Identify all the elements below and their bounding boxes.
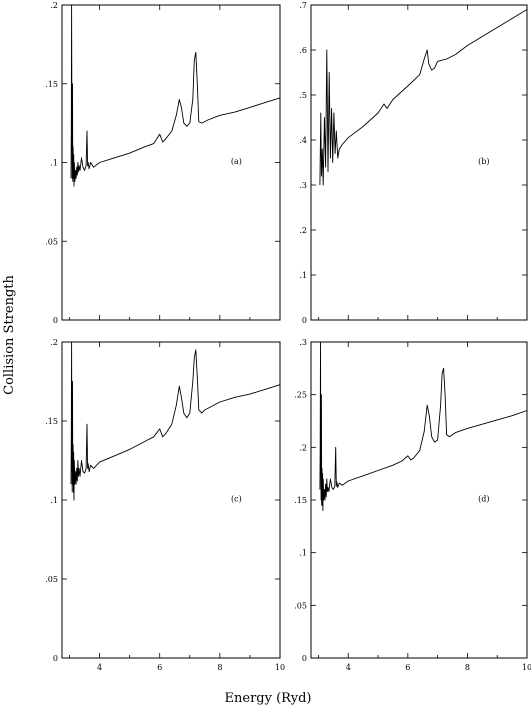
panel-d-ytick-label: .1 <box>299 549 307 558</box>
panel-d-ytick-label: 0 <box>302 654 307 663</box>
panel-c-xtick-label: 8 <box>217 663 222 672</box>
panel-d-xtick-label: 8 <box>465 663 470 672</box>
panel-a-ytick-label: .15 <box>45 80 58 89</box>
panel-d-label: (d) <box>478 495 489 504</box>
panel-b-ytick-label: .6 <box>299 46 307 55</box>
panel-a-ytick-label: .1 <box>50 159 58 168</box>
panel-b-ytick-label: 0 <box>302 316 307 325</box>
panel-a: 0 .05 .1 .15 .2 (a) <box>45 1 281 325</box>
y-axis-title: Collision Strength <box>2 275 17 395</box>
panel-c-ytick-label: .15 <box>45 417 58 426</box>
panel-c-series-line <box>70 341 281 501</box>
panel-a-ytick-label: 0 <box>53 316 58 325</box>
panel-a-ytick-label: .2 <box>50 1 58 10</box>
panel-d: 0 .05 .1 .15 .2 .25 .3 4 6 8 10 (d) <box>294 338 531 672</box>
panel-d-ytick-label: .05 <box>294 601 307 610</box>
panel-d-ytick-label: .15 <box>294 496 307 505</box>
panel-b-ytick-label: .1 <box>299 271 307 280</box>
panel-b-frame <box>310 4 528 321</box>
panel-b-ytick-label: .5 <box>299 91 307 100</box>
panel-c-ytick-label: .05 <box>45 575 58 584</box>
panel-a-label: (a) <box>231 157 242 166</box>
panel-c: 0 .05 .1 .15 .2 4 6 8 10 (c) <box>45 338 285 672</box>
panel-b-ytick-label: .7 <box>299 1 307 10</box>
panel-b-ytick-label: .4 <box>299 136 307 145</box>
panel-b-label: (b) <box>478 157 489 166</box>
panel-a-frame <box>61 4 281 321</box>
chart-panels: 0 .05 .1 .15 .2 (a) 0 .1 .2 .3 .4 .5 .6 .7 (b) 0 .05 .1 .1… <box>45 1 531 672</box>
panel-d-frame <box>310 341 528 659</box>
panel-b-series-line <box>319 9 528 186</box>
panel-c-xtick-label: 10 <box>275 663 285 672</box>
panel-b-ytick-label: .3 <box>299 181 307 190</box>
panel-b-ytick-label: .2 <box>299 226 307 235</box>
panel-c-ytick-label: .1 <box>50 496 58 505</box>
panel-c-xtick-label: 6 <box>157 663 162 672</box>
x-axis-title: Energy (Ryd) <box>225 691 312 706</box>
panel-d-xtick-label: 4 <box>346 663 351 672</box>
panel-d-xtick-label: 6 <box>405 663 410 672</box>
panel-c-frame <box>61 341 281 659</box>
panel-c-label: (c) <box>231 495 242 504</box>
panel-d-ytick-label: .2 <box>299 443 307 452</box>
panel-c-ytick-label: .2 <box>50 338 58 347</box>
panel-c-xtick-label: 4 <box>97 663 102 672</box>
panel-c-ytick-label: 0 <box>53 654 58 663</box>
panel-d-series-line <box>319 341 528 511</box>
panel-d-ytick-label: .25 <box>294 391 307 400</box>
panel-a-series-line <box>70 4 281 187</box>
panel-d-xtick-label: 10 <box>522 663 531 672</box>
panel-d-ytick-label: .3 <box>299 338 307 347</box>
panel-b: 0 .1 .2 .3 .4 .5 .6 .7 (b) <box>299 1 528 325</box>
panel-a-ytick-label: .05 <box>45 237 58 246</box>
